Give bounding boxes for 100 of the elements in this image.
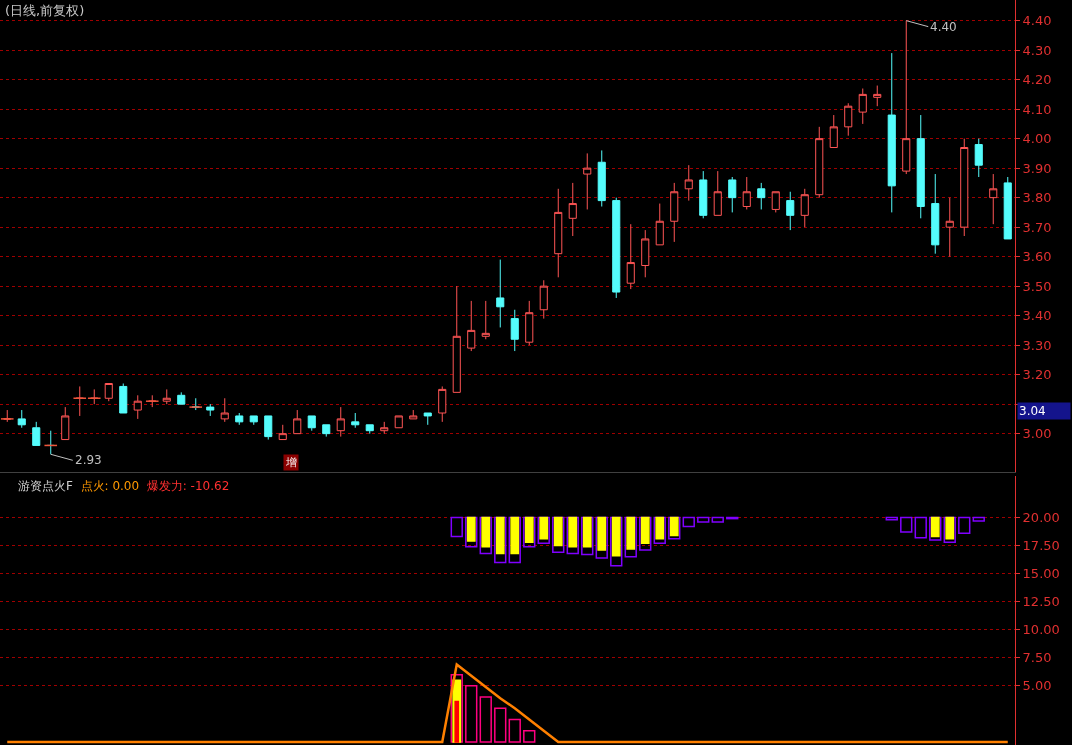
annotation: 2.93 <box>75 453 102 467</box>
candlestick <box>989 173 998 225</box>
bar <box>479 696 492 743</box>
candlestick <box>974 138 983 178</box>
candlestick <box>655 203 664 246</box>
candlestick <box>380 421 389 435</box>
candlestick <box>423 412 432 426</box>
text: 3.04 <box>1019 404 1046 418</box>
bar <box>639 516 652 551</box>
candlestick <box>916 114 925 219</box>
candlestick <box>467 300 476 352</box>
bar <box>726 516 739 520</box>
candlestick <box>452 285 461 393</box>
candlestick <box>249 415 258 426</box>
y-tick-label: 3.90 <box>1022 160 1052 176</box>
y-tick-label: 12.50 <box>1022 594 1060 610</box>
candlestick <box>713 170 722 216</box>
bar <box>914 516 927 539</box>
candlestick <box>104 383 113 402</box>
candlestick <box>278 424 287 441</box>
candlestick <box>220 397 229 423</box>
bar <box>624 516 637 558</box>
candlestick <box>293 409 302 435</box>
candlestick <box>206 403 215 417</box>
bar <box>454 700 460 743</box>
y-tick-label: 10.00 <box>1022 622 1060 638</box>
annotation: 增 <box>285 456 297 469</box>
bar <box>537 516 550 545</box>
candlestick <box>742 176 751 210</box>
candlestick <box>800 188 809 228</box>
bar <box>479 516 492 555</box>
bar <box>682 516 695 528</box>
y-tick-label: 3.50 <box>1022 278 1052 294</box>
bar <box>465 685 478 743</box>
candlestick <box>510 309 519 352</box>
bar <box>523 516 536 548</box>
bar <box>450 673 463 743</box>
bar <box>523 730 536 743</box>
bar <box>653 516 666 545</box>
bar <box>552 516 565 554</box>
candlestick <box>336 406 345 438</box>
candlestick <box>757 182 766 210</box>
y-tick-label: 3.00 <box>1022 426 1052 442</box>
y-tick-label: 3.60 <box>1022 249 1052 265</box>
candlestick <box>162 388 171 405</box>
candlestick <box>496 259 505 328</box>
candlestick <box>684 164 693 202</box>
y-tick-label: 20.00 <box>1022 510 1060 526</box>
y-tick-label: 4.30 <box>1022 42 1052 58</box>
candlestick <box>887 52 896 213</box>
candlestick <box>119 383 128 414</box>
y-tick-label: 3.40 <box>1022 308 1052 324</box>
candlestick <box>829 114 838 148</box>
candlestick <box>931 173 940 255</box>
y-tick-label: 17.50 <box>1022 538 1060 554</box>
bar <box>711 516 724 523</box>
bar <box>508 718 521 743</box>
bar <box>566 516 579 555</box>
candlestick <box>670 182 679 243</box>
candlestick <box>525 300 534 346</box>
candlestick <box>409 409 418 420</box>
bar <box>900 516 913 533</box>
y-tick-label: 3.20 <box>1022 367 1052 383</box>
candlestick <box>1003 176 1012 240</box>
candlestick <box>365 424 374 435</box>
candlestick <box>438 385 447 423</box>
y-tick-label: 5.00 <box>1022 678 1052 694</box>
candlestick <box>626 223 635 290</box>
candlestick <box>235 412 244 426</box>
y-tick-label: 4.00 <box>1022 131 1052 147</box>
bar <box>610 516 623 567</box>
candlestick <box>612 197 621 299</box>
bar <box>595 516 608 559</box>
candlestick <box>307 415 316 432</box>
y-tick-label: 15.00 <box>1022 566 1060 582</box>
candlestick <box>815 126 824 199</box>
candlestick <box>32 421 41 446</box>
bar <box>494 516 507 564</box>
annotation: 点火: 0.00 <box>80 479 140 493</box>
candlestick <box>394 415 403 429</box>
line-series <box>6 663 1009 744</box>
candlestick <box>322 424 331 438</box>
candlestick <box>960 138 969 237</box>
y-tick-label: 4.40 <box>1022 13 1052 29</box>
candlestick <box>597 149 606 207</box>
candlestick <box>61 406 70 441</box>
y-tick-label: 3.70 <box>1022 219 1052 235</box>
y-tick-label: 7.50 <box>1022 650 1052 666</box>
bar <box>508 516 521 564</box>
bar <box>958 516 971 534</box>
candlestick <box>351 412 360 429</box>
y-tick-label: 3.30 <box>1022 337 1052 353</box>
bar <box>494 707 507 743</box>
candlestick <box>641 229 650 278</box>
bar <box>611 516 621 557</box>
candlestick <box>554 188 563 278</box>
annotation: 爆发力: -10.62 <box>146 479 230 493</box>
candlestick <box>481 300 490 340</box>
candlestick <box>17 409 26 429</box>
y-tick-label: 3.80 <box>1022 190 1052 206</box>
